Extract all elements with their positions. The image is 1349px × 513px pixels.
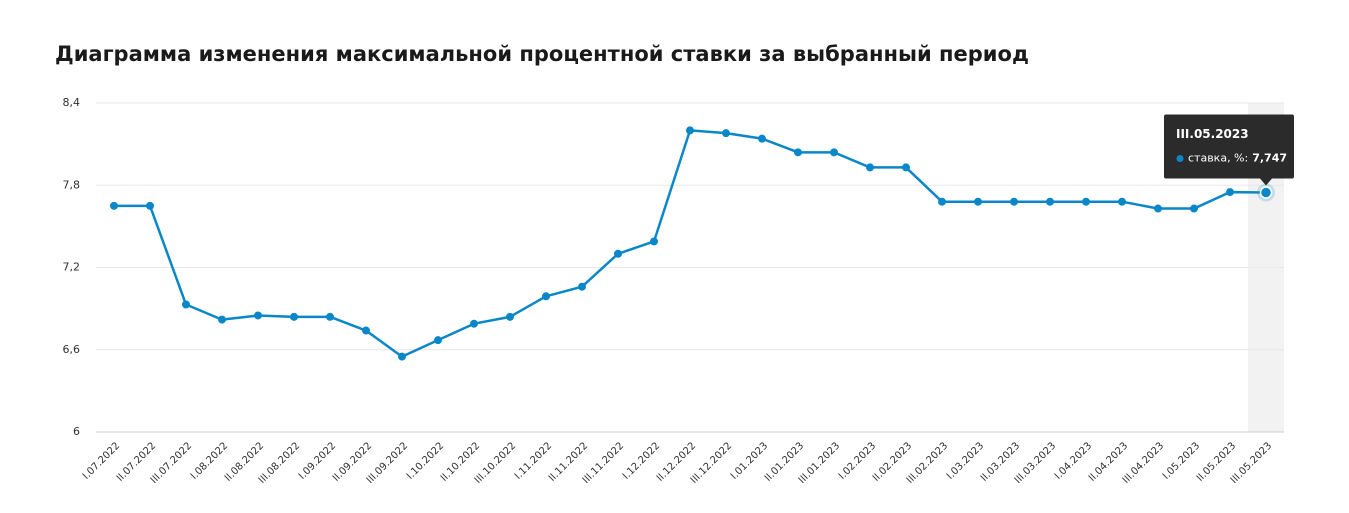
y-tick-label: 8,4 (63, 96, 81, 109)
point (722, 129, 730, 138)
point (1046, 197, 1054, 206)
point (362, 326, 370, 335)
y-tick-label: 7,8 (63, 178, 81, 191)
point (146, 201, 154, 210)
point (398, 352, 406, 361)
point (506, 312, 514, 321)
point (758, 134, 766, 143)
point (578, 282, 586, 291)
point (614, 249, 622, 258)
point (1226, 188, 1234, 197)
y-tick-label: 7,2 (63, 261, 81, 274)
tooltip-box (1164, 114, 1294, 179)
tooltip-value: 7,747 (1252, 152, 1287, 165)
y-tick-label: 6,6 (63, 343, 81, 356)
point (650, 237, 658, 246)
point (866, 163, 874, 172)
point (110, 201, 118, 210)
point (182, 300, 190, 309)
point (434, 336, 442, 345)
point (326, 312, 334, 321)
point (902, 163, 910, 172)
point (254, 311, 262, 320)
point (470, 319, 478, 328)
line (114, 129, 1267, 358)
point (1259, 186, 1273, 199)
tooltip-arrow (1260, 178, 1272, 186)
tooltip-series-name: ставка, %: (1188, 152, 1248, 165)
point (1118, 197, 1126, 206)
tooltip: III.05.2023 ставка, %: 7,747 (1164, 114, 1294, 186)
point (830, 148, 838, 157)
tooltip-series: ставка, %: 7,747 (1188, 152, 1287, 165)
y-tick-label: 6 (73, 425, 80, 438)
point (542, 292, 550, 301)
point (1190, 204, 1198, 213)
point (1082, 197, 1090, 206)
point (1154, 204, 1162, 213)
tooltip-title: III.05.2023 (1176, 127, 1249, 141)
point (290, 312, 298, 321)
point (794, 148, 802, 157)
point (974, 197, 982, 206)
point (686, 126, 694, 135)
point (1010, 197, 1018, 206)
point (218, 315, 226, 324)
tooltip-swatch (1176, 155, 1184, 163)
point (938, 197, 946, 206)
chart-title: Диаграмма изменения максимальной процент… (55, 42, 1029, 66)
